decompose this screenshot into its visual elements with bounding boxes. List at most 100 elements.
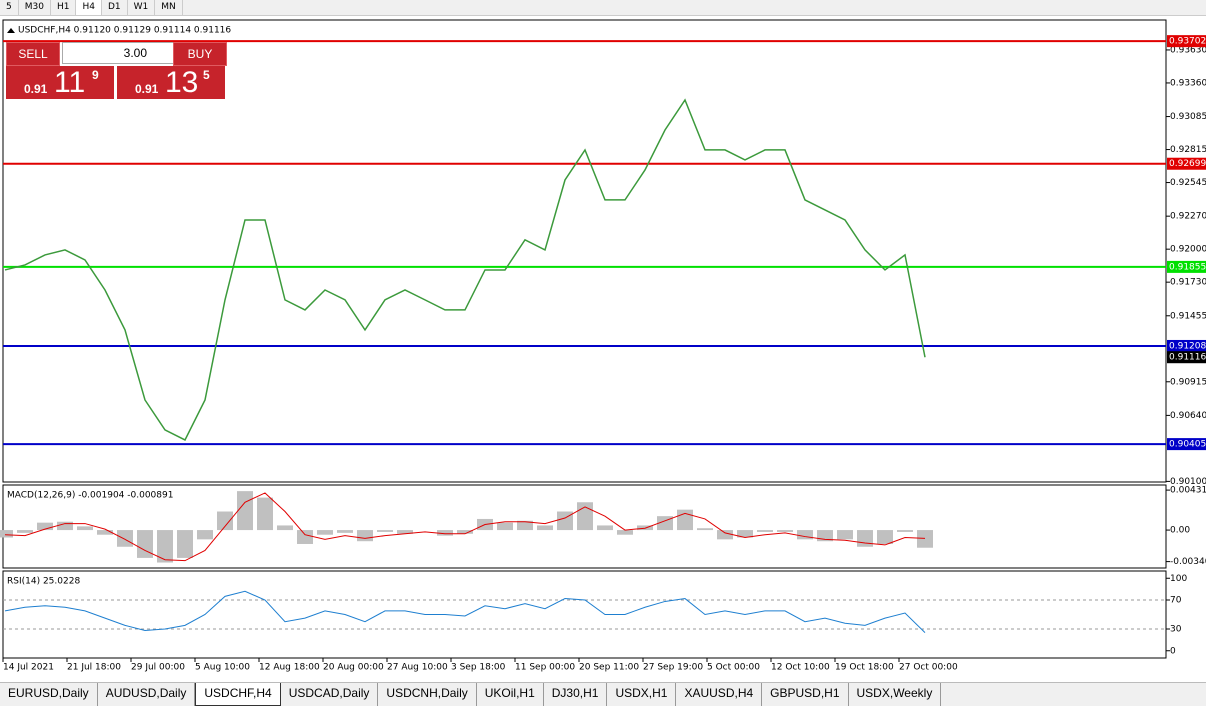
y-tick-label: 70 xyxy=(1170,596,1182,606)
chart-tab[interactable]: USDCAD,Daily xyxy=(281,683,379,706)
macd-bar xyxy=(77,526,93,531)
chart-tab[interactable]: USDCHF,H4 xyxy=(195,683,281,706)
macd-bar xyxy=(397,530,413,534)
timeframe-button[interactable]: 5 xyxy=(0,0,19,15)
chart-tab[interactable]: DJ30,H1 xyxy=(544,683,608,706)
chart-tab[interactable]: EURUSD,Daily xyxy=(0,683,98,706)
macd-bar xyxy=(757,530,773,532)
one-click-trading: SELL 3.00 BUY 0.91 11 9 0.91 13 5 xyxy=(6,42,227,99)
chart-tab[interactable]: USDCNH,Daily xyxy=(378,683,477,706)
price-pips: 11 xyxy=(54,66,86,99)
y-tick-label: 30 xyxy=(1170,625,1182,635)
macd-bar xyxy=(197,530,213,540)
bid-price[interactable]: 0.91 11 9 xyxy=(6,66,114,99)
x-tick-label: 3 Sep 18:00 xyxy=(451,663,506,673)
y-tick-label: 100 xyxy=(1170,574,1187,584)
y-tick-label: 0.92000 xyxy=(1170,245,1206,255)
y-tick-label: 0.00431 xyxy=(1170,486,1206,496)
macd-bar xyxy=(437,530,453,536)
y-tick-label: 0.00 xyxy=(1170,526,1190,536)
x-tick-label: 12 Oct 10:00 xyxy=(771,663,830,673)
macd-bar xyxy=(717,530,733,540)
signal-line xyxy=(4,492,926,562)
macd-bar xyxy=(537,525,553,531)
x-tick-label: 5 Aug 10:00 xyxy=(195,663,250,673)
macd-bar xyxy=(157,530,173,563)
macd-bar xyxy=(737,530,753,538)
sell-button[interactable]: SELL xyxy=(6,42,60,66)
price-label: 0.90405 xyxy=(1169,440,1206,450)
price-label-box xyxy=(1167,339,1206,352)
macd-bar xyxy=(57,521,73,531)
timeframe-button[interactable]: H1 xyxy=(51,0,77,15)
macd-bar xyxy=(37,522,53,531)
y-tick-label: 0 xyxy=(1170,646,1176,656)
timeframe-toolbar: 5 M30 H1 H4 D1 W1 MN xyxy=(0,0,1206,16)
macd-bar xyxy=(617,530,633,535)
price-point: 9 xyxy=(92,68,99,82)
x-tick-label: 20 Aug 00:00 xyxy=(323,663,384,673)
price-line xyxy=(4,98,926,441)
macd-bar xyxy=(897,530,913,532)
price-label-box xyxy=(1167,35,1206,48)
timeframe-button[interactable]: W1 xyxy=(128,0,156,15)
collapse-icon xyxy=(7,28,15,33)
panel-frame xyxy=(2,484,1167,569)
y-tick-label: 0.92270 xyxy=(1170,212,1206,222)
macd-bar xyxy=(237,491,253,531)
timeframe-button[interactable]: M30 xyxy=(19,0,51,15)
chart-tab[interactable]: XAUUSD,H4 xyxy=(676,683,763,706)
macd-bar xyxy=(0,530,13,538)
panel-frame xyxy=(2,570,1167,659)
timeframe-button[interactable]: D1 xyxy=(102,0,128,15)
macd-bar xyxy=(777,530,793,532)
timeframe-button[interactable]: MN xyxy=(155,0,183,15)
y-tick-label: 0.93630 xyxy=(1170,45,1206,55)
macd-bar xyxy=(337,530,353,533)
macd-bar xyxy=(837,530,853,540)
macd-bar xyxy=(857,530,873,547)
price-point: 5 xyxy=(203,68,210,82)
price-label: 0.91208 xyxy=(1169,341,1206,351)
x-tick-label: 5 Oct 00:00 xyxy=(707,663,760,673)
buy-button[interactable]: BUY xyxy=(173,42,227,66)
macd-bar xyxy=(137,530,153,558)
chart-tab[interactable]: AUDUSD,Daily xyxy=(98,683,196,706)
chart-tabs: EURUSD,Daily AUDUSD,Daily USDCHF,H4 USDCAD,… xyxy=(0,682,1206,706)
macd-bar xyxy=(97,530,113,535)
macd-bar xyxy=(317,530,333,535)
macd-bar xyxy=(297,530,313,544)
lot-input[interactable]: 3.00 xyxy=(62,42,174,64)
panel-title: USDCHF,H4 0.91120 0.91129 0.91114 0.9111… xyxy=(18,26,231,36)
macd-bar xyxy=(257,497,273,531)
price-label: 0.91116 xyxy=(1169,353,1206,363)
y-tick-label: 0.93360 xyxy=(1170,78,1206,88)
macd-bar xyxy=(117,530,133,547)
panel-title: RSI(14) 25.0228 xyxy=(7,577,80,587)
y-tick-label: 0.90640 xyxy=(1170,411,1206,421)
chart-tab[interactable]: GBPUSD,H1 xyxy=(762,683,849,706)
price-label: 0.92699 xyxy=(1169,159,1206,169)
ask-price[interactable]: 0.91 13 5 xyxy=(117,66,225,99)
x-tick-label: 27 Aug 10:00 xyxy=(387,663,448,673)
macd-bar xyxy=(497,522,513,531)
price-label-box xyxy=(1167,438,1206,451)
macd-bar xyxy=(277,525,293,531)
macd-bar xyxy=(217,511,233,531)
y-tick-label: 0.90100 xyxy=(1170,477,1206,487)
macd-bar xyxy=(177,530,193,558)
price-prefix: 0.91 xyxy=(135,82,159,96)
y-tick-label: 0.91455 xyxy=(1170,311,1206,321)
chart-tab[interactable]: UKOil,H1 xyxy=(477,683,544,706)
price-label-box xyxy=(1167,351,1206,364)
chart-tab[interactable]: USDX,H1 xyxy=(607,683,677,706)
price-label-box xyxy=(1167,260,1206,273)
timeframe-button[interactable]: H4 xyxy=(76,0,102,15)
x-tick-label: 19 Oct 18:00 xyxy=(835,663,894,673)
chart-tab[interactable]: USDX,Weekly xyxy=(849,683,942,706)
macd-bar xyxy=(817,530,833,542)
macd-bar xyxy=(917,530,933,548)
